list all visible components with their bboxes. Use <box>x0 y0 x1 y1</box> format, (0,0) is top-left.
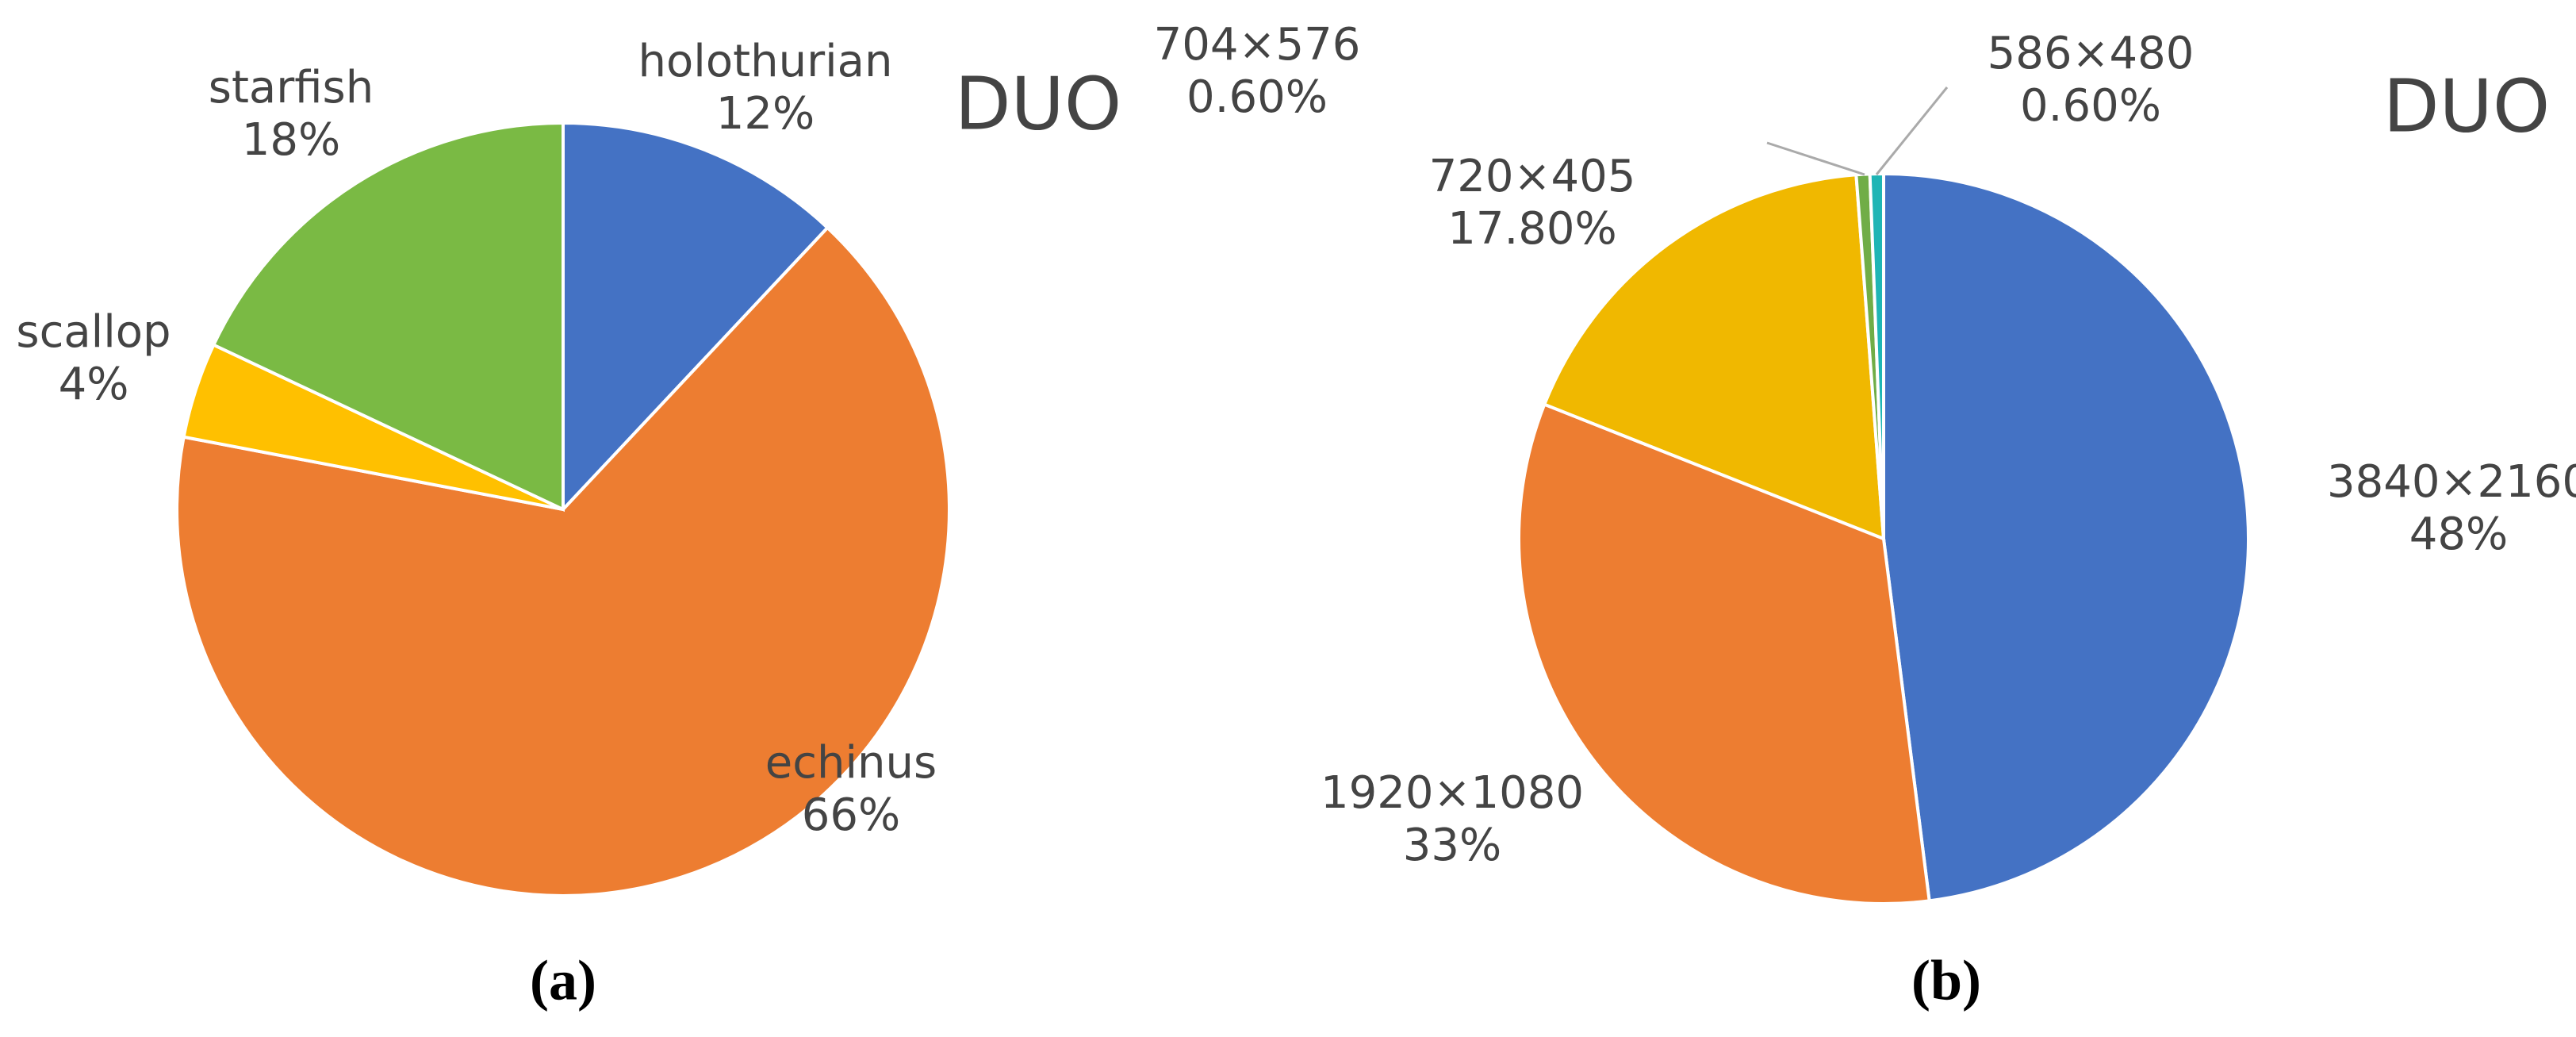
slice-value-label: 17.80% <box>1447 203 1617 255</box>
pie-slice <box>1542 173 1886 542</box>
leader-line <box>1875 86 1949 175</box>
slice-category-label: 1920×1080 <box>1321 767 1584 819</box>
chart-title: DUO <box>2383 63 2551 148</box>
slice-category-label: echinus <box>765 737 937 789</box>
pie-slice <box>1882 171 2250 903</box>
slice-category-label: starfish <box>209 62 374 113</box>
slice-value-label: 12% <box>716 88 815 140</box>
slice-value-label: 48% <box>2409 509 2508 560</box>
slice-category-label: holothurian <box>638 36 893 87</box>
chart-caption: (a) <box>530 949 596 1012</box>
slice-category-label: 586×480 <box>1988 28 2195 79</box>
slice-value-label: 4% <box>59 359 129 410</box>
chart-title: DUO <box>955 61 1122 146</box>
slice-value-label: 0.60% <box>2020 80 2161 132</box>
pie-slice <box>174 225 951 897</box>
slice-category-label: 704×576 <box>1154 19 1361 71</box>
slice-category-label: 720×405 <box>1429 151 1636 202</box>
slice-value-label: 33% <box>1403 820 1501 871</box>
leader-line <box>1766 141 1865 176</box>
chart-caption: (b) <box>1911 949 1981 1012</box>
slice-value-label: 18% <box>242 114 340 166</box>
pie-slice <box>211 121 565 513</box>
pie-slice <box>562 121 830 514</box>
slice-value-label: 66% <box>802 789 900 841</box>
slice-value-label: 0.60% <box>1186 71 1328 123</box>
pie-slice <box>1517 402 1931 905</box>
slice-category-label: 3840×2160 <box>2327 456 2576 508</box>
slice-category-label: scallop <box>16 306 171 358</box>
